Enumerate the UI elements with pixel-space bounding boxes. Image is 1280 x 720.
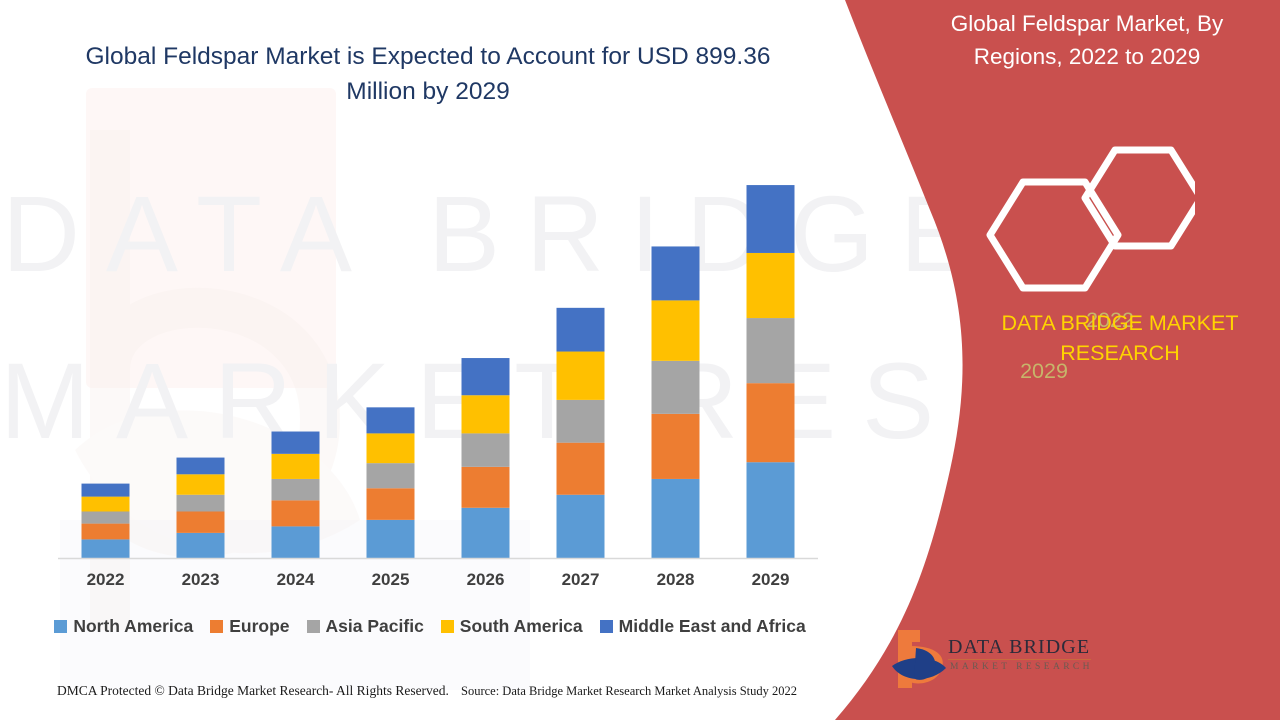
x-axis-tick-2022: 2022 <box>86 570 125 589</box>
bar-segment <box>366 463 415 489</box>
hexagon-outlines <box>986 146 1205 292</box>
legend-label: Middle East and Africa <box>618 616 806 636</box>
footer-source-note: Source: Data Bridge Market Research Mark… <box>461 684 798 698</box>
bar-segment <box>271 453 320 479</box>
legend-label: Europe <box>229 616 290 636</box>
bar-segment <box>746 185 795 253</box>
bar-segment <box>271 526 320 558</box>
bar-segment <box>176 457 225 475</box>
bar-segment <box>651 246 700 301</box>
x-axis-tick-2025: 2025 <box>371 570 410 589</box>
legend-item[interactable]: Asia Pacific <box>306 616 424 637</box>
bar-segment <box>271 500 320 527</box>
panel-title: Global Feldspar Market, By Regions, 2022… <box>950 11 1224 69</box>
x-axis-tick-2026: 2026 <box>466 570 505 589</box>
brand-name-text: DATA BRIDGE MARKET RESEARCH <box>1001 311 1239 365</box>
chart-legend: North America Europe Asia Pacific South Ame… <box>0 616 860 637</box>
bars-layer <box>81 185 795 558</box>
bar-segment <box>366 407 415 434</box>
bar-segment <box>461 507 510 558</box>
legend-swatch-icon <box>306 620 320 633</box>
bar-segment <box>271 431 320 454</box>
hexagon-shape-2022 <box>1081 146 1205 250</box>
legend-item[interactable]: South America <box>440 616 583 637</box>
page-title: Global Feldspar Market is Expected to Ac… <box>85 43 771 105</box>
legend-label: South America <box>459 616 583 636</box>
bar-segment <box>81 511 130 524</box>
bar-segment <box>81 496 130 512</box>
hexagon-shape-2029 <box>986 178 1122 292</box>
bar-segment <box>176 532 225 558</box>
legend-swatch-icon <box>54 620 68 633</box>
bar-segment <box>746 318 795 384</box>
bar-segment <box>746 383 795 463</box>
x-axis-tick-2024: 2024 <box>276 570 315 589</box>
bar-segment <box>651 300 700 361</box>
x-axis-tick-2023: 2023 <box>181 570 220 589</box>
x-axis-tick-labels: 2022 2023 2024 2025 2026 2027 2028 2029 <box>58 570 818 596</box>
x-axis-tick-2029: 2029 <box>751 570 790 589</box>
logo-name-text: DATA BRIDGE <box>948 636 1091 658</box>
bar-segment <box>81 539 130 558</box>
hexagon-badge-group: 2022 2029 <box>975 140 1205 383</box>
bar-segment <box>176 511 225 533</box>
data-bridge-logo: DATA BRIDGE MARKET RESEARCH <box>890 626 1110 698</box>
bar-segment <box>651 478 700 558</box>
legend-swatch-icon <box>440 620 454 633</box>
legend-label: Asia Pacific <box>325 616 424 636</box>
bar-segment <box>556 351 605 400</box>
bar-segment <box>556 442 605 495</box>
hexagon-label-2022: 2022 <box>1086 308 1134 332</box>
bar-segment <box>366 488 415 520</box>
bar-segment <box>556 307 605 352</box>
bar-segment <box>746 252 795 319</box>
logo-subtitle-text: MARKET RESEARCH <box>950 662 1093 672</box>
bar-segment <box>461 466 510 508</box>
hexagon-label-2029: 2029 <box>1020 359 1068 383</box>
legend-item[interactable]: Middle East and Africa <box>599 616 806 637</box>
bar-segment <box>81 483 130 497</box>
x-axis-tick-2028: 2028 <box>656 570 695 589</box>
legend-item[interactable]: North America <box>54 616 193 637</box>
legend-item[interactable]: Europe <box>210 616 290 637</box>
bar-segment <box>461 358 510 396</box>
legend-label: North America <box>73 616 194 636</box>
bar-segment <box>556 494 605 558</box>
x-axis-tick-2027: 2027 <box>561 570 600 589</box>
bar-segment <box>271 478 320 501</box>
legend-swatch-icon <box>599 620 613 633</box>
bar-segment <box>366 433 415 464</box>
bar-segment <box>366 519 415 558</box>
bar-segment <box>461 433 510 467</box>
bar-segment <box>651 413 700 479</box>
bar-segment <box>651 360 700 414</box>
bar-segment <box>461 395 510 434</box>
bar-segment <box>176 474 225 495</box>
bar-segment <box>81 523 130 540</box>
legend-swatch-icon <box>210 620 224 633</box>
logo-mark-icon <box>892 630 946 688</box>
footer-dmca-notice: DMCA Protected © Data Bridge Market Rese… <box>57 683 449 698</box>
right-red-panel <box>835 0 1280 720</box>
bar-segment <box>556 399 605 443</box>
bar-segment <box>176 494 225 512</box>
bar-segment <box>746 462 795 558</box>
logo-divider <box>948 659 1091 660</box>
stacked-bar-chart <box>58 185 818 560</box>
